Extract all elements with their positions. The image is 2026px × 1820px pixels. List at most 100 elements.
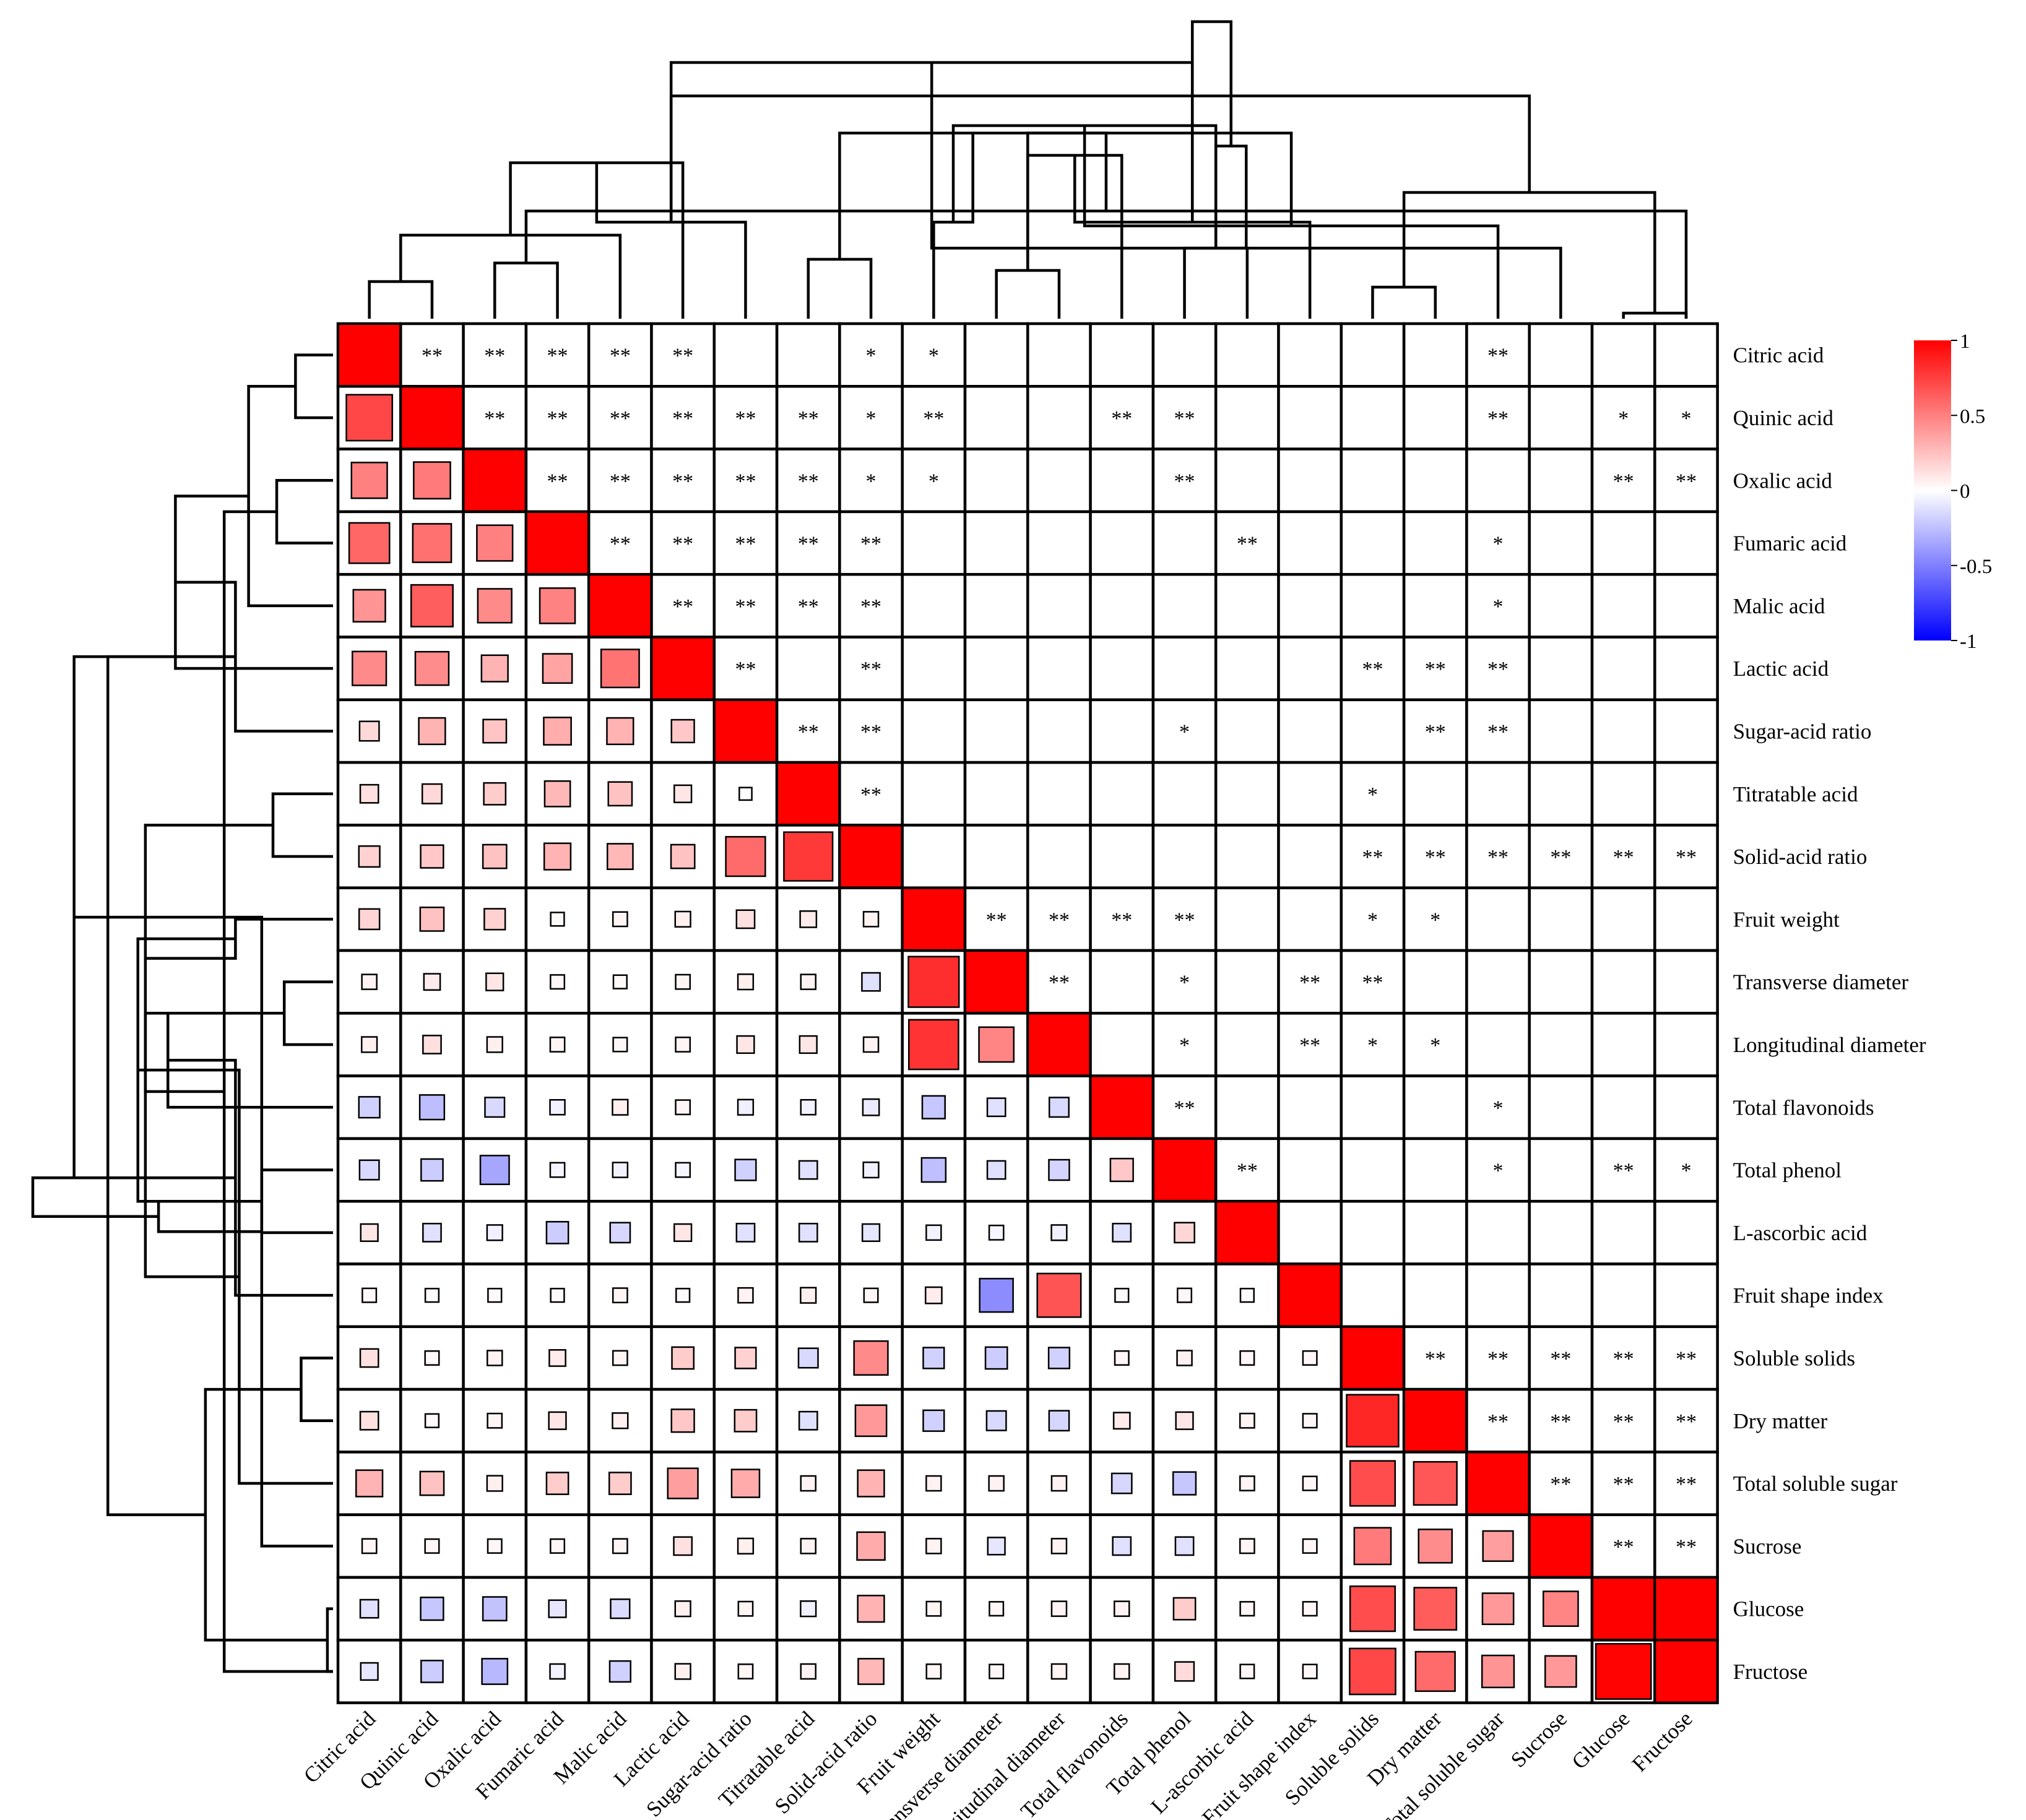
correlation-square <box>738 787 753 801</box>
cell-fructose-fruit-weight <box>901 1639 967 1704</box>
cell-transverse-diameter-quinic-acid <box>399 949 465 1015</box>
cell-longitudinal-diameter-citric-acid <box>336 1012 402 1077</box>
cell-border <box>963 636 1029 702</box>
cell-fumaric-acid-l-ascorbic-acid: ** <box>1214 510 1280 576</box>
cell-border <box>1214 510 1280 576</box>
correlation-square <box>1349 1647 1396 1696</box>
correlation-square <box>487 1288 503 1303</box>
cell-border <box>1151 510 1218 576</box>
correlation-square <box>612 1162 629 1178</box>
significance-mark: ** <box>986 908 1007 931</box>
cell-border <box>963 322 1029 388</box>
cell-sucrose-quinic-acid <box>399 1513 465 1579</box>
correlation-square <box>1481 1654 1515 1689</box>
correlation-square <box>1302 1475 1318 1491</box>
correlation-square <box>548 1411 567 1430</box>
cell-border <box>1214 886 1280 952</box>
cell-citric-acid-total-flavonoids <box>1089 322 1155 388</box>
cell-l-ascorbic-acid-oxalic-acid <box>462 1199 528 1266</box>
cell-quinic-acid-sucrose <box>1528 385 1594 451</box>
correlation-square <box>1112 1222 1132 1243</box>
correlation-square <box>345 394 394 442</box>
correlation-square <box>925 1600 942 1617</box>
cell-fruit-shape-index-fruit-shape-index <box>1277 1262 1343 1329</box>
correlation-square <box>673 1536 693 1556</box>
cell-fruit-shape-index-total-flavonoids <box>1089 1262 1155 1329</box>
cell-border <box>712 385 779 451</box>
cell-glucose-titratable-acid <box>775 1576 841 1642</box>
cell-sugar-acid-ratio-sucrose <box>1528 698 1594 764</box>
cell-border <box>901 572 967 639</box>
cell-border <box>1465 1387 1531 1454</box>
row-label-soluble-solids: Soluble solids <box>1733 1346 1855 1370</box>
cell-border <box>1653 385 1719 451</box>
cell-titratable-acid-malic-acid <box>587 761 653 827</box>
correlation-square <box>1174 1661 1195 1682</box>
cell-oxalic-acid-dry-matter <box>1402 447 1468 514</box>
cell-longitudinal-diameter-fumaric-acid <box>524 1012 591 1077</box>
cell-transverse-diameter-fruit-weight <box>901 949 967 1015</box>
cell-dry-matter-citric-acid <box>336 1387 402 1454</box>
cell-fructose-malic-acid <box>587 1639 653 1704</box>
cell-titratable-acid-sucrose <box>1528 761 1594 827</box>
correlation-square <box>612 1412 629 1430</box>
cell-border <box>1277 761 1343 827</box>
cell-sugar-acid-ratio-dry-matter: ** <box>1402 698 1468 764</box>
cell-citric-acid-sugar-acid-ratio <box>712 322 779 388</box>
cell-transverse-diameter-fructose <box>1653 949 1719 1015</box>
cell-lactic-acid-soluble-solids: ** <box>1340 636 1406 702</box>
correlation-square <box>421 783 443 804</box>
cell-sucrose-oxalic-acid <box>462 1513 528 1579</box>
significance-mark: ** <box>1362 658 1383 681</box>
cell-titratable-acid-glucose <box>1590 761 1656 827</box>
cell-border <box>1528 949 1594 1015</box>
row-label-sugar-acid-ratio: Sugar-acid ratio <box>1733 719 1872 743</box>
correlation-square <box>736 1035 755 1054</box>
cell-border <box>1151 322 1218 388</box>
dendrogram-link <box>493 261 559 319</box>
significance-mark: ** <box>672 470 693 493</box>
cell-border <box>963 824 1029 889</box>
column-dendrogram <box>368 20 1688 319</box>
cell-border <box>1214 698 1280 764</box>
correlation-square <box>1174 1222 1195 1244</box>
correlation-square <box>800 1287 817 1304</box>
cell-lactic-acid-citric-acid <box>336 636 402 702</box>
cell-quinic-acid-lactic-acid: ** <box>650 385 716 451</box>
correlation-square <box>675 1037 691 1053</box>
correlation-square <box>550 912 565 927</box>
cell-sugar-acid-ratio-solid-acid-ratio: ** <box>838 698 904 764</box>
dendrogram-link <box>74 915 333 1548</box>
correlation-square <box>482 1596 508 1622</box>
cell-oxalic-acid-malic-acid: ** <box>587 447 653 514</box>
cell-citric-acid-fructose <box>1653 322 1719 388</box>
correlation-square <box>1050 1663 1068 1680</box>
cell-border <box>838 385 904 451</box>
correlation-square <box>861 1223 881 1242</box>
correlation-square <box>862 1161 880 1179</box>
correlation-square <box>1349 1585 1396 1632</box>
correlation-square <box>424 1288 440 1303</box>
correlation-square <box>361 1538 378 1555</box>
cell-citric-acid-fruit-weight: * <box>901 322 967 388</box>
significance-mark: ** <box>1487 1410 1509 1433</box>
cell-total-phenol-sugar-acid-ratio <box>712 1137 779 1203</box>
correlation-square <box>420 1158 444 1182</box>
significance-mark: ** <box>1550 1473 1571 1496</box>
cell-solid-acid-ratio-l-ascorbic-acid <box>1214 824 1280 889</box>
cell-border <box>1528 572 1594 639</box>
cell-fumaric-acid-total-phenol <box>1151 510 1218 576</box>
correlation-square <box>348 522 391 564</box>
cell-fruit-weight-titratable-acid <box>775 886 841 952</box>
correlation-square <box>361 973 378 990</box>
correlation-square <box>1110 1472 1133 1494</box>
significance-mark: ** <box>923 407 944 430</box>
cell-soluble-solids-total-phenol <box>1151 1325 1218 1391</box>
cell-sugar-acid-ratio-transverse-diameter <box>963 698 1029 764</box>
correlation-square <box>671 1346 695 1370</box>
correlation-square <box>358 908 381 931</box>
correlation-square <box>360 1662 379 1681</box>
cell-sucrose-solid-acid-ratio <box>838 1513 904 1579</box>
cell-total-flavonoids-dry-matter <box>1402 1074 1468 1141</box>
row-dendrogram <box>31 353 333 1673</box>
